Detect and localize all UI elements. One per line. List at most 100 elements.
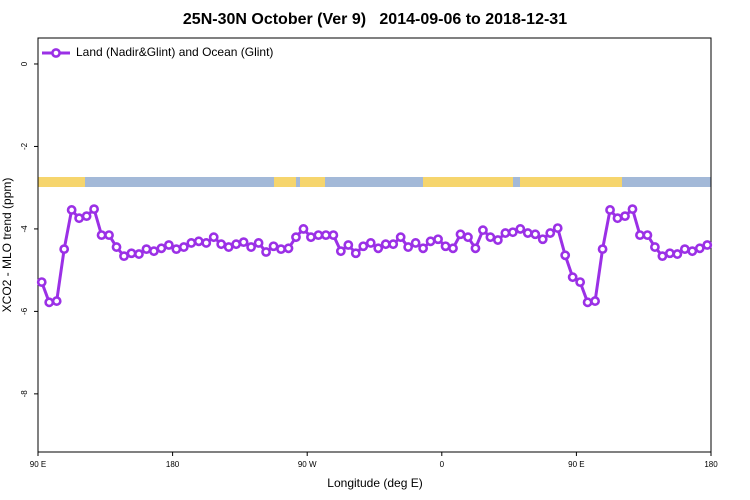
data-point xyxy=(605,205,615,215)
data-point xyxy=(702,240,713,250)
data-point xyxy=(522,228,533,238)
data-point xyxy=(291,232,301,243)
data-point xyxy=(485,232,496,243)
data-point xyxy=(328,230,339,241)
y-axis-label: XCO2 - MLO trend (ppm) xyxy=(0,178,14,313)
land-band xyxy=(423,177,513,187)
data-point xyxy=(201,238,212,248)
data-point xyxy=(403,242,414,252)
data-point xyxy=(552,223,563,233)
data-point xyxy=(560,250,571,261)
data-point xyxy=(500,228,511,238)
data-point xyxy=(597,244,608,255)
data-point xyxy=(410,238,421,248)
data-point xyxy=(567,272,578,283)
data-point xyxy=(380,239,391,250)
data-point xyxy=(96,230,107,241)
x-tick-label: 90 E xyxy=(568,460,584,469)
data-point xyxy=(657,251,668,262)
data-point xyxy=(687,246,698,257)
data-point xyxy=(283,243,294,254)
data-point xyxy=(119,251,129,262)
x-tick-label: 90 E xyxy=(30,460,46,469)
x-tick-label: 180 xyxy=(166,460,180,469)
land-band xyxy=(520,177,622,187)
x-tick-label: 0 xyxy=(440,460,445,469)
chart-title: 25N-30N October (Ver 9) 2014-09-06 to 20… xyxy=(183,11,567,28)
data-point xyxy=(395,232,406,243)
data-point xyxy=(373,243,384,254)
data-point xyxy=(358,241,369,252)
data-point xyxy=(612,213,623,224)
data-point xyxy=(51,296,62,306)
data-point xyxy=(231,239,242,250)
x-tick-label: 90 W xyxy=(298,460,317,469)
y-tick-label: -6 xyxy=(20,307,29,315)
data-point xyxy=(171,244,182,255)
data-point xyxy=(650,242,660,252)
land-band xyxy=(274,177,296,187)
data-point xyxy=(448,243,458,254)
data-point xyxy=(246,242,257,252)
data-point xyxy=(433,234,443,245)
data-point xyxy=(425,236,436,247)
data-point xyxy=(478,225,488,236)
data-point xyxy=(223,242,234,252)
data-point xyxy=(186,238,197,248)
data-point xyxy=(350,248,361,259)
data-point xyxy=(530,229,541,240)
land-band xyxy=(300,177,325,187)
y-tick-label: 0 xyxy=(20,61,29,66)
data-point xyxy=(104,230,114,241)
data-point xyxy=(74,213,85,224)
data-point xyxy=(590,296,600,306)
data-point xyxy=(126,248,137,259)
data-point xyxy=(620,211,630,222)
data-point xyxy=(261,247,271,257)
land-ocean-strip xyxy=(38,177,711,187)
data-point xyxy=(66,205,77,215)
data-point xyxy=(335,246,346,257)
data-point xyxy=(306,232,316,243)
data-point xyxy=(216,239,227,250)
data-point xyxy=(388,239,399,250)
data-point xyxy=(320,230,331,241)
data-point xyxy=(343,240,354,250)
data-point xyxy=(440,241,451,252)
ocean-band xyxy=(38,177,711,187)
data-point xyxy=(679,244,690,255)
data-point xyxy=(470,243,481,254)
data-point xyxy=(515,224,526,234)
data-point xyxy=(149,246,159,257)
data-point xyxy=(59,244,70,255)
x-axis-label: Longitude (deg E) xyxy=(327,476,422,490)
data-point xyxy=(537,234,548,245)
data-point xyxy=(156,243,167,254)
data-point xyxy=(545,228,556,238)
data-point xyxy=(635,230,645,241)
y-tick-label: -2 xyxy=(20,142,29,150)
legend-label: Land (Nadir&Glint) and Ocean (Glint) xyxy=(76,45,273,59)
data-point xyxy=(582,297,593,308)
data-point xyxy=(163,240,174,250)
data-point xyxy=(492,235,503,245)
data-point xyxy=(664,248,675,259)
x-tick-label: 180 xyxy=(704,460,718,469)
data-point xyxy=(141,244,152,255)
data-point xyxy=(313,230,324,241)
data-point xyxy=(507,227,518,238)
data-point xyxy=(365,238,376,248)
data-point xyxy=(268,241,279,252)
land-band xyxy=(38,177,85,187)
y-tick-label: -4 xyxy=(20,225,29,233)
legend-marker xyxy=(51,48,61,58)
data-point xyxy=(627,204,638,215)
data-point xyxy=(89,204,99,215)
data-point xyxy=(276,244,286,255)
data-point xyxy=(575,277,586,288)
y-tick-label: -8 xyxy=(20,390,29,398)
data-point xyxy=(463,232,473,243)
data-point xyxy=(81,211,92,222)
data-point xyxy=(455,229,466,240)
